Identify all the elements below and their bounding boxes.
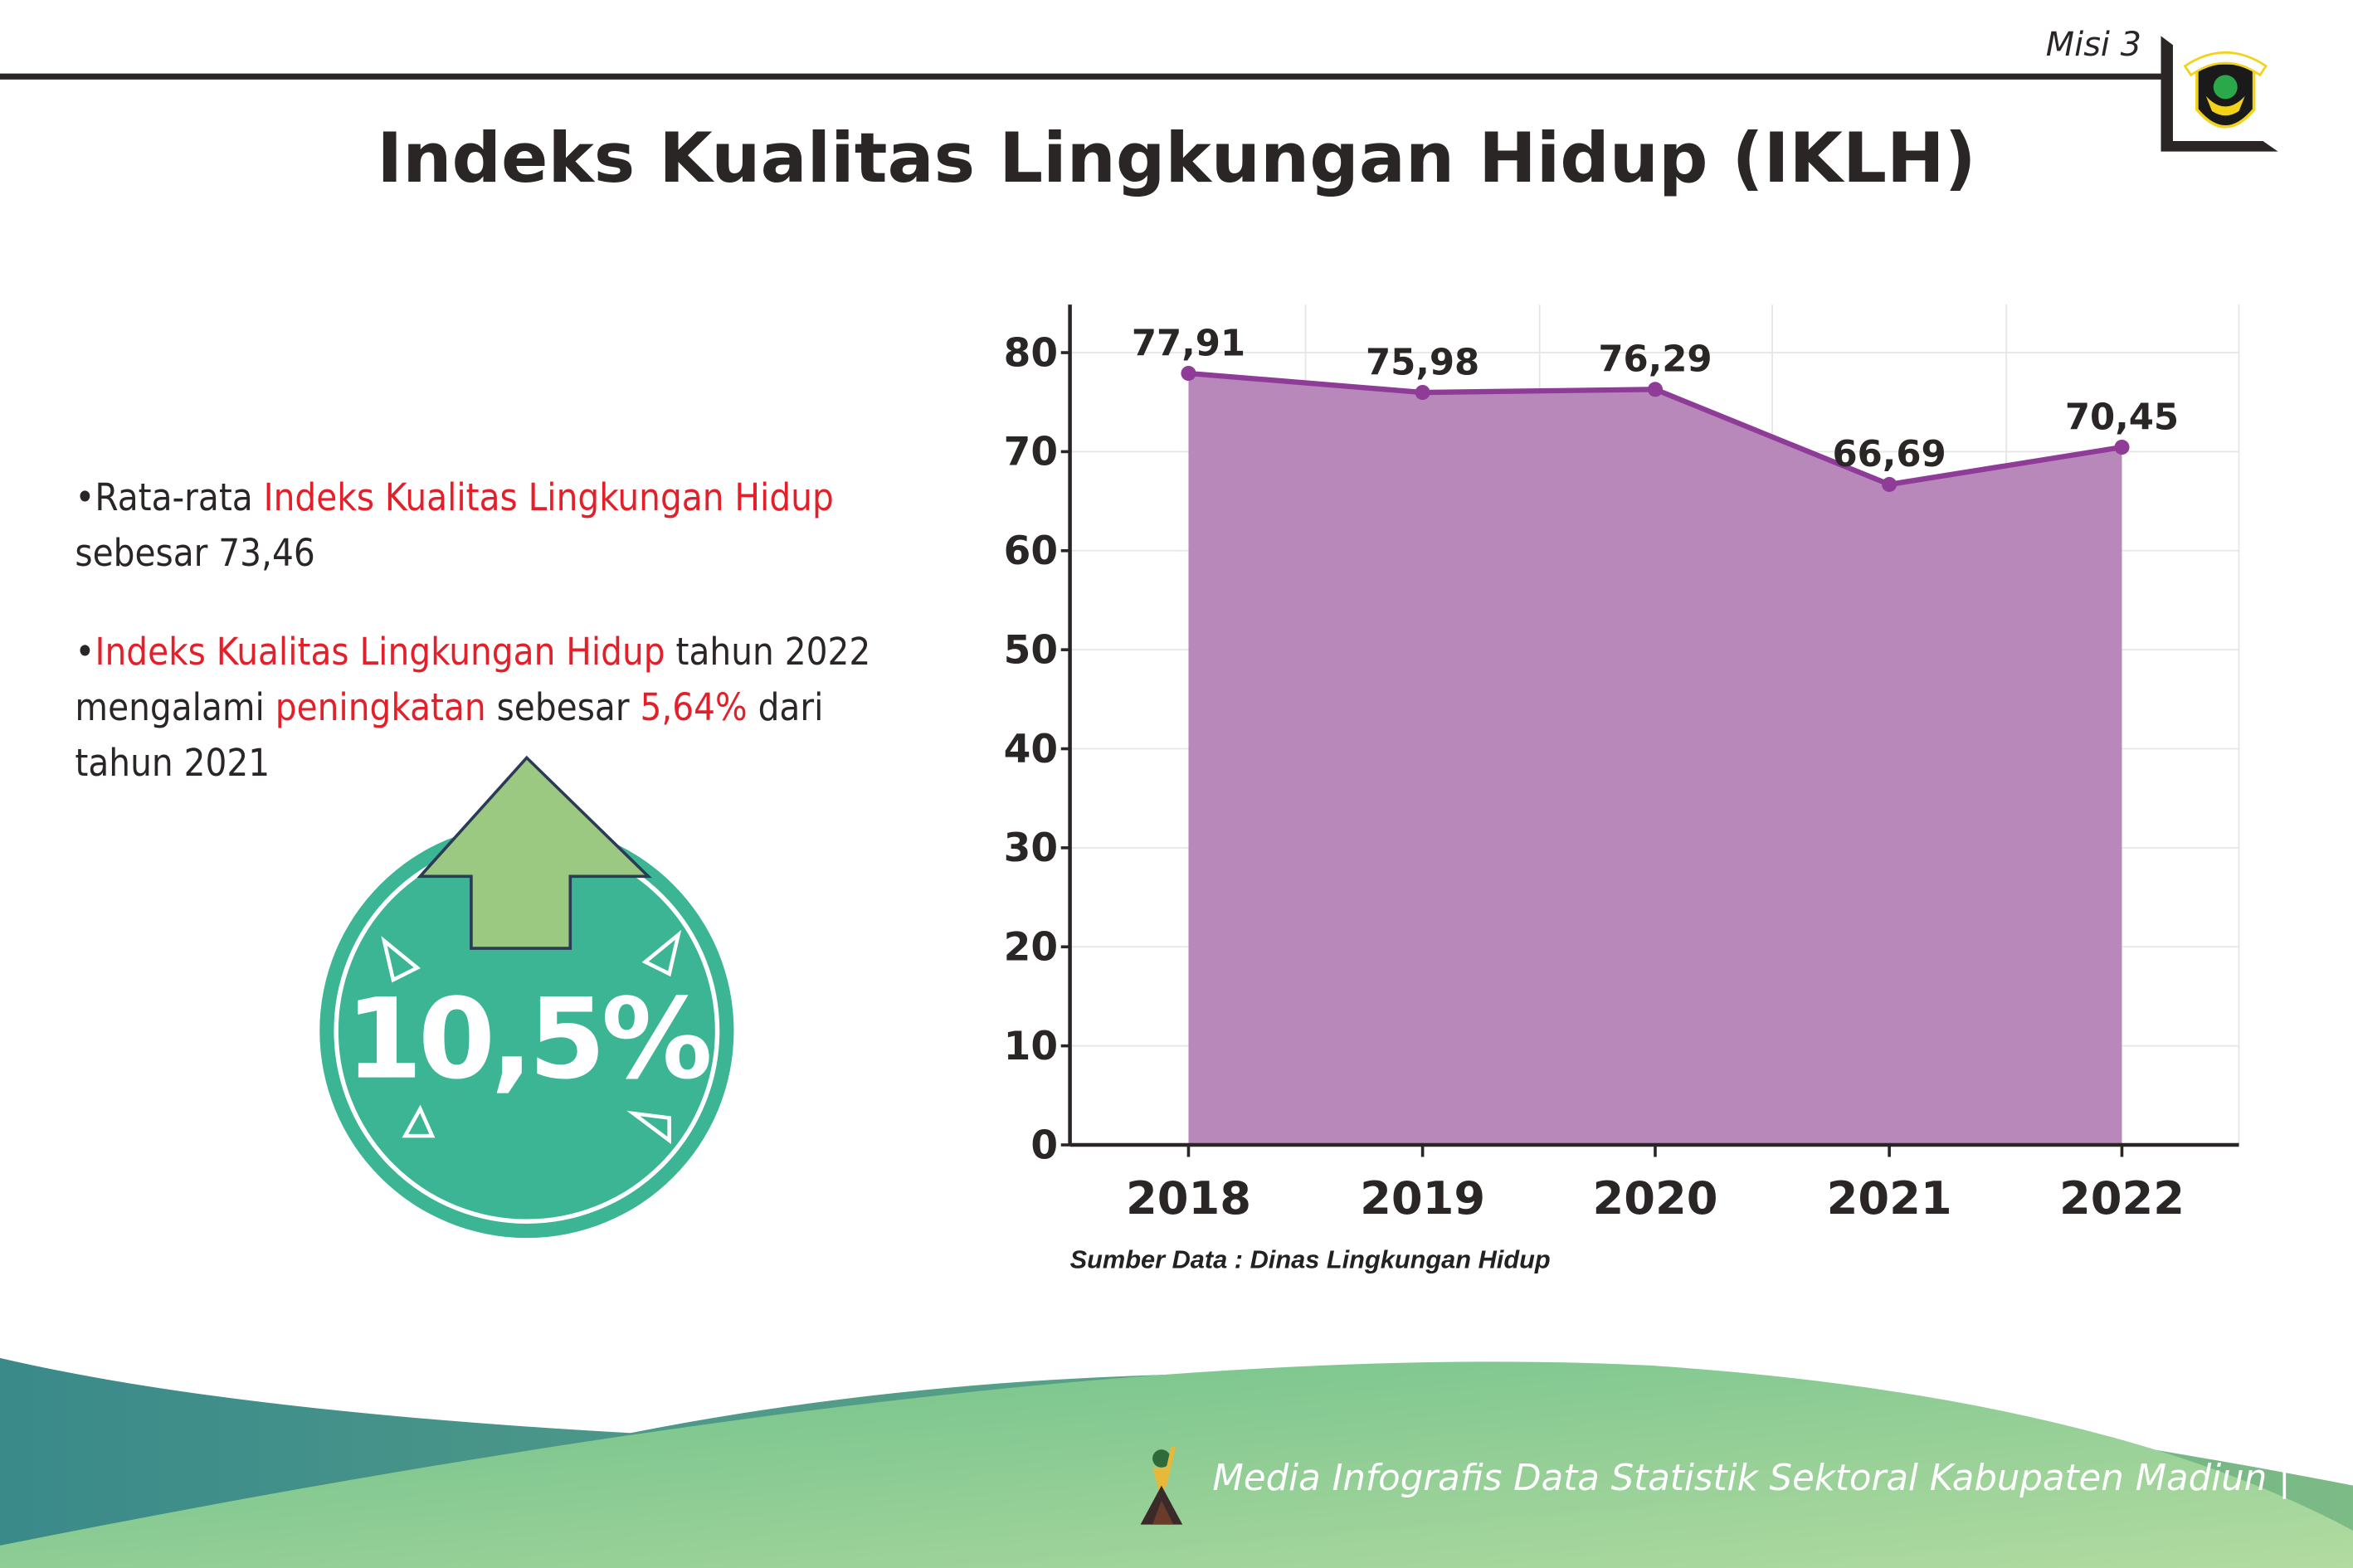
mission-label: Misi 3 <box>2045 27 2141 65</box>
x-tick-label: 2022 <box>2059 1172 2185 1225</box>
iklh-area-chart: 0 10 20 30 40 50 60 70 80 77,91 2018 75,98 2019 76,29… <box>1004 304 2240 1225</box>
y-tick-label: 80 <box>1004 330 1058 376</box>
bullet-text: sebesar 73,46 <box>75 531 315 575</box>
kabupaten-madiun-logo-icon <box>2183 51 2268 129</box>
bullet-increase: •Indeks Kualitas Lingkungan Hidup tahun … <box>75 624 930 791</box>
header-rule <box>0 73 2161 80</box>
arrow-up-icon <box>417 755 652 950</box>
area-fill <box>1188 373 2122 1146</box>
data-point-2020 <box>1647 382 1664 397</box>
y-tick-label: 70 <box>1004 430 1058 475</box>
y-tick-label: 10 <box>1004 1024 1058 1069</box>
y-tick-label: 50 <box>1004 627 1058 673</box>
footer-text: Media Infografis Data Statistik Sektoral… <box>1212 1457 2291 1499</box>
bullet-highlight: Indeks Kualitas Lingkungan Hidup <box>95 630 665 674</box>
data-label-2021: 66,69 <box>1832 434 1946 475</box>
x-tick-label: 2019 <box>1360 1172 1485 1225</box>
badge-value: 10,5% <box>345 975 713 1105</box>
bullet-text: tahun 2022 mengalami <box>75 630 871 730</box>
logo-frame <box>2161 36 2278 152</box>
x-tick-label: 2021 <box>1827 1172 1952 1225</box>
x-tick-label: 2020 <box>1592 1172 1717 1225</box>
page-title: Indeks Kualitas Lingkungan Hidup (IKLH) <box>377 117 1976 198</box>
y-tick-label: 60 <box>1004 528 1058 574</box>
data-label-2019: 75,98 <box>1366 342 1479 383</box>
bullet-text: dari tahun 2021 <box>75 685 824 785</box>
y-tick-label: 20 <box>1004 925 1058 971</box>
data-point-2022 <box>2114 439 2130 455</box>
bullet-text: sebesar <box>485 685 641 730</box>
growth-badge <box>319 755 734 1239</box>
data-point-2018 <box>1181 365 1196 382</box>
data-point-2021 <box>1882 476 1898 492</box>
bullet-highlight: peningkatan <box>275 685 486 730</box>
media-mascot-icon <box>1140 1445 1183 1525</box>
footer-wave <box>0 1357 2353 1568</box>
data-label-2018: 77,91 <box>1132 323 1245 364</box>
y-tick-label: 40 <box>1004 727 1058 772</box>
data-label-2022: 70,45 <box>2065 397 2179 438</box>
y-tick-label: 0 <box>1030 1122 1058 1168</box>
bullet-highlight: Indeks Kualitas Lingkungan Hidup <box>263 475 834 519</box>
bullet-highlight: 5,64% <box>640 685 748 730</box>
x-tick-label: 2018 <box>1126 1172 1251 1225</box>
bullet-average: •Rata-rata Indeks Kualitas Lingkungan Hi… <box>75 470 930 581</box>
data-label-2020: 76,29 <box>1598 339 1712 381</box>
y-tick-label: 30 <box>1004 825 1058 871</box>
bullet-text: • <box>75 630 95 674</box>
source-note: Sumber Data : Dinas Lingkungan Hidup <box>1069 1245 1551 1274</box>
data-point-2019 <box>1415 384 1430 401</box>
bullet-text: •Rata-rata <box>75 475 264 519</box>
